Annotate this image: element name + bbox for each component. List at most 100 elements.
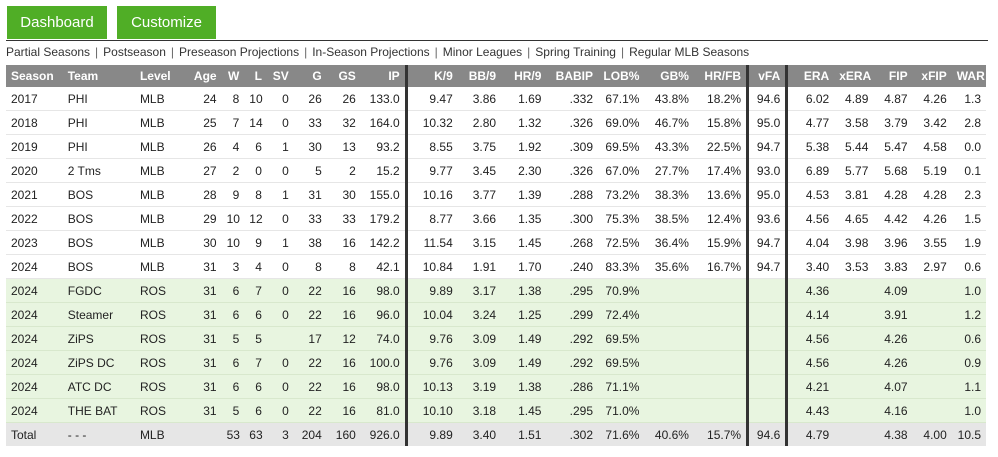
- col-header-hr-9[interactable]: HR/9: [501, 65, 547, 87]
- cell-l: 12: [244, 206, 267, 231]
- cell-team: BOS: [62, 206, 135, 231]
- cell-lob-: 67.0%: [598, 158, 645, 183]
- cell-war: 1.1: [951, 374, 986, 399]
- cell-sv: 0: [266, 87, 294, 111]
- col-header-babip[interactable]: BABIP: [546, 65, 599, 87]
- col-header-season[interactable]: Season: [6, 65, 63, 87]
- col-header-hr-fb[interactable]: HR/FB: [693, 65, 748, 87]
- cell-gb-: 36.4%: [644, 230, 694, 255]
- cell-gb-: [644, 350, 694, 375]
- cell-ip: 164.0: [360, 110, 407, 135]
- cell-team: - - -: [62, 422, 135, 446]
- col-header-xera[interactable]: xERA: [834, 65, 874, 87]
- nav-link-partial-seasons[interactable]: Partial Seasons: [6, 45, 91, 59]
- cell-sv: 0: [266, 254, 294, 279]
- col-header-g[interactable]: G: [293, 65, 327, 87]
- col-header-lob-[interactable]: LOB%: [598, 65, 645, 87]
- top-toolbar: Dashboard Customize: [6, 0, 988, 41]
- cell-xera: [834, 278, 874, 303]
- cell-xfip: [912, 374, 952, 399]
- cell-xfip: [912, 398, 952, 423]
- cell-sv: 0: [266, 302, 294, 327]
- cell-l: 14: [244, 110, 267, 135]
- cell-l: 8: [244, 182, 267, 207]
- col-header-team[interactable]: Team: [62, 65, 135, 87]
- col-header-l[interactable]: L: [244, 65, 267, 87]
- cell-hr-9: 1.32: [501, 110, 547, 135]
- cell-xfip: 2.97: [912, 254, 952, 279]
- customize-button[interactable]: Customize: [117, 6, 216, 39]
- cell-age: 31: [186, 374, 222, 399]
- cell-bb-9: 3.19: [457, 374, 502, 399]
- nav-link-postseason[interactable]: Postseason: [103, 45, 166, 59]
- cell-age: 25: [186, 110, 222, 135]
- col-header-war[interactable]: WAR: [951, 65, 986, 87]
- cell-sv: 0: [266, 374, 294, 399]
- cell-hr-fb: 15.7%: [693, 422, 748, 446]
- cell-xera: 4.89: [834, 87, 874, 111]
- cell-lob-: 71.6%: [598, 422, 645, 446]
- cell-hr-9: 1.25: [501, 302, 547, 327]
- cell-sv: 0: [266, 110, 294, 135]
- col-header-bb-9[interactable]: BB/9: [457, 65, 502, 87]
- cell-xera: 3.58: [834, 110, 874, 135]
- projection-row: 2024 ATC DC ROS 31 6 6 0 22 16 98.0 10.13 3.19 1.38.…: [6, 374, 986, 399]
- nav-link-regular-mlb-seasons[interactable]: Regular MLB Seasons: [629, 45, 750, 59]
- cell-level: ROS: [134, 278, 187, 303]
- cell-k-9: 10.32: [404, 110, 458, 135]
- cell-sv: 0: [266, 350, 294, 375]
- nav-separator: |: [527, 45, 531, 59]
- col-header-sv[interactable]: SV: [266, 65, 294, 87]
- cell-gs: 30: [326, 182, 361, 207]
- cell-bb-9: 3.24: [457, 302, 502, 327]
- cell-g: 8: [293, 254, 327, 279]
- col-header-k-9[interactable]: K/9: [404, 65, 458, 87]
- cell-w: 6: [221, 350, 245, 375]
- col-header-vfa[interactable]: vFA: [746, 65, 787, 87]
- cell-season: 2024: [6, 278, 63, 303]
- cell-level: MLB: [134, 422, 187, 446]
- cell-team: PHI: [62, 110, 135, 135]
- col-header-gb-[interactable]: GB%: [644, 65, 694, 87]
- cell-war: 1.3: [951, 87, 986, 111]
- cell-k-9: 9.89: [404, 278, 458, 303]
- nav-link-in-season-projections[interactable]: In-Season Projections: [312, 45, 430, 59]
- cell-war: 2.3: [951, 182, 986, 207]
- cell-era: 4.77: [785, 110, 835, 135]
- col-header-level[interactable]: Level: [134, 65, 187, 87]
- nav-link-spring-training[interactable]: Spring Training: [535, 45, 616, 59]
- cell-hr-fb: [693, 374, 748, 399]
- col-header-w[interactable]: W: [221, 65, 245, 87]
- nav-link-minor-leagues[interactable]: Minor Leagues: [442, 45, 523, 59]
- cell-team: ZiPS: [62, 326, 135, 351]
- cell-sv: 1: [266, 134, 294, 159]
- cell-ip: 133.0: [360, 87, 407, 111]
- cell-gb-: [644, 326, 694, 351]
- col-header-fip[interactable]: FIP: [873, 65, 913, 87]
- nav-link-preseason-projections[interactable]: Preseason Projections: [179, 45, 300, 59]
- cell-level: ROS: [134, 302, 187, 327]
- cell-fip: 4.87: [873, 87, 913, 111]
- cell-gb-: [644, 374, 694, 399]
- cell-team: Steamer: [62, 302, 135, 327]
- cell-babip: .326: [546, 110, 599, 135]
- cell-era: 4.14: [785, 302, 835, 327]
- cell-gs: 16: [326, 374, 361, 399]
- col-header-era[interactable]: ERA: [785, 65, 835, 87]
- cell-sv: 0: [266, 206, 294, 231]
- cell-fip: 5.47: [873, 134, 913, 159]
- cell-g: 22: [293, 302, 327, 327]
- cell-xera: 3.81: [834, 182, 874, 207]
- cell-age: 26: [186, 134, 222, 159]
- col-header-ip[interactable]: IP: [360, 65, 407, 87]
- cell-g: 33: [293, 206, 327, 231]
- col-header-age[interactable]: Age: [186, 65, 222, 87]
- cell-fip: 4.42: [873, 206, 913, 231]
- dashboard-button[interactable]: Dashboard: [7, 6, 107, 39]
- col-header-xfip[interactable]: xFIP: [912, 65, 952, 87]
- cell-gs: 26: [326, 87, 361, 111]
- cell-season: 2021: [6, 182, 63, 207]
- col-header-gs[interactable]: GS: [326, 65, 361, 87]
- cell-vfa: 94.7: [746, 230, 787, 255]
- cell-war: 1.0: [951, 398, 986, 423]
